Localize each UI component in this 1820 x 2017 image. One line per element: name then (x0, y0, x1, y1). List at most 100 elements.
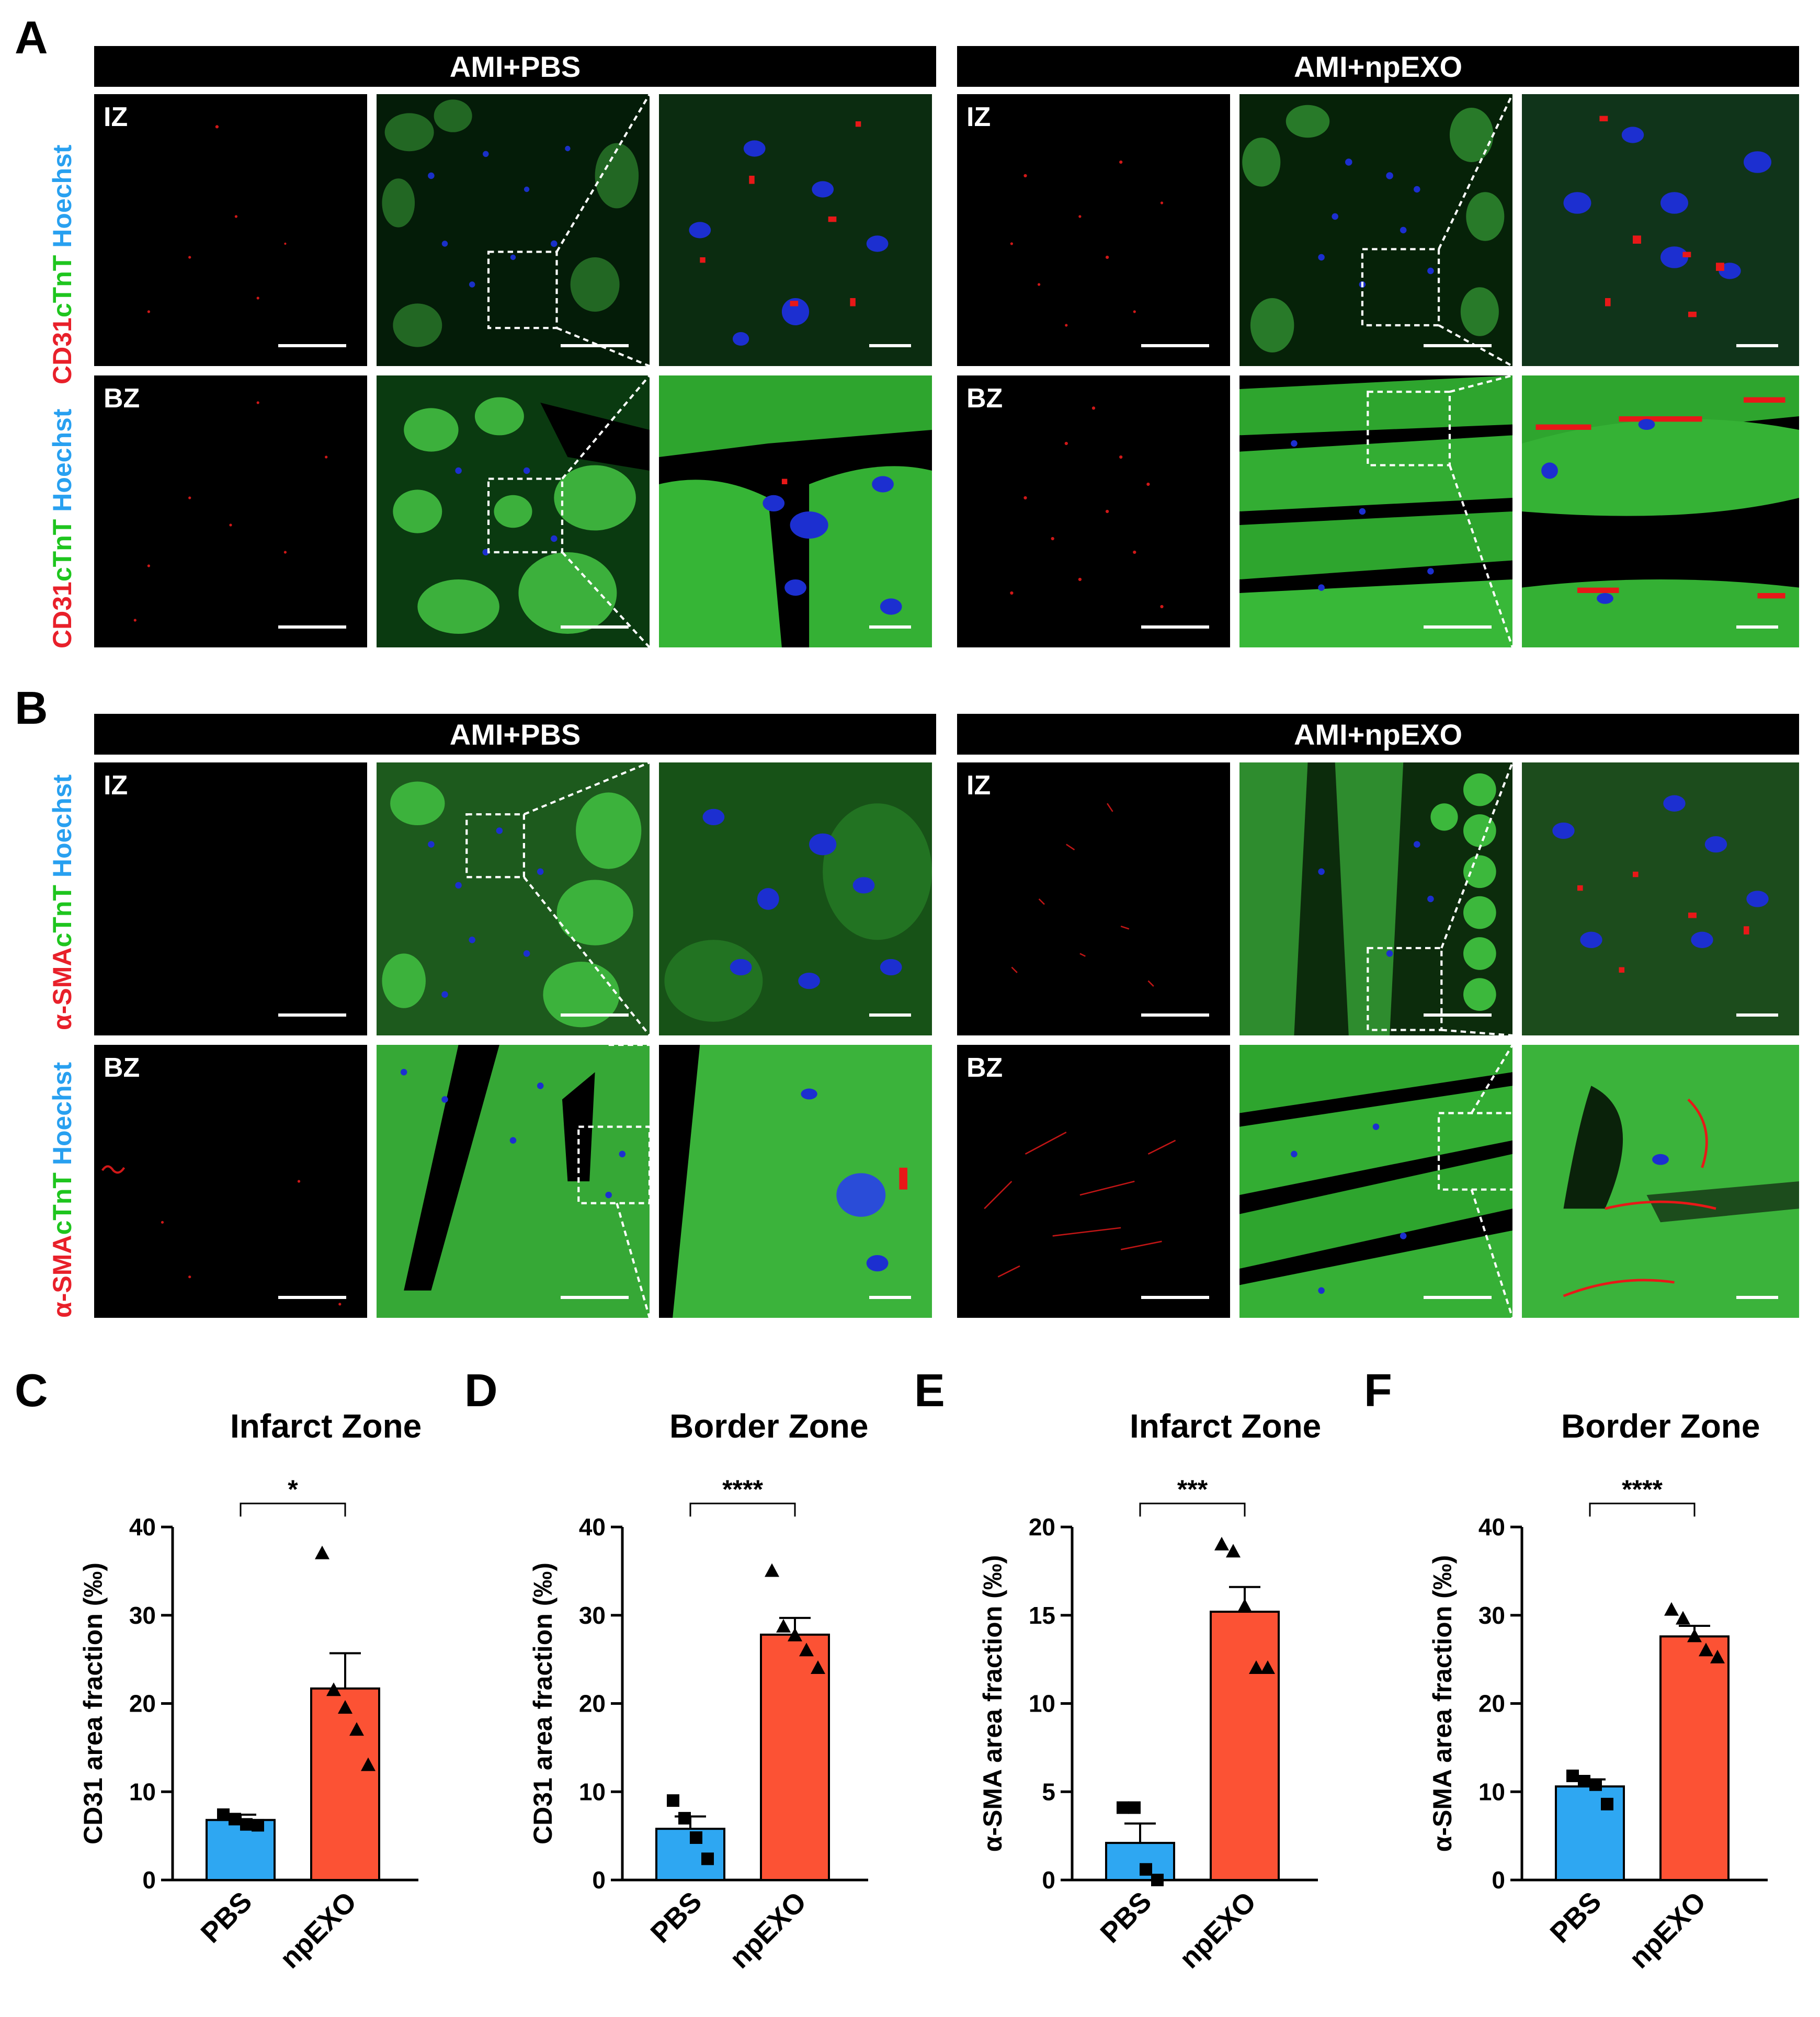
y-axis-label: α-SMA area fraction (‰) (978, 1555, 1007, 1852)
row-label-a-bz: CD31cTnT Hoechst (48, 408, 77, 648)
bar-npexo (760, 1633, 830, 1881)
bar-npexo (1659, 1635, 1730, 1881)
scale-bar (1141, 625, 1209, 629)
y-tick-label: 0 (1492, 1866, 1505, 1894)
data-point-triangle (788, 1627, 802, 1642)
data-point-triangle (1260, 1660, 1275, 1674)
significance-label: * (288, 1475, 298, 1504)
scale-bar (1141, 1296, 1209, 1299)
micrograph-b-npexo-bz-zoom (1522, 1045, 1799, 1318)
header-ami-npexo-a: AMI+npEXO (957, 46, 1799, 87)
micrograph-b-pbs-iz-merge (377, 762, 650, 1035)
micrograph-a-pbs-bz-zoom (659, 375, 932, 647)
data-point-square (690, 1831, 702, 1844)
scale-bar (869, 625, 911, 629)
data-point-triangle (1687, 1628, 1702, 1643)
data-point-square (678, 1811, 691, 1825)
data-point-triangle (361, 1757, 376, 1771)
significance-bracket (689, 1502, 796, 1517)
panel-letter-b: B (15, 682, 48, 734)
data-point-square (667, 1794, 679, 1807)
micrograph-a-pbs-bz-red: BZ (94, 375, 367, 647)
micrograph-a-npexo-bz-merge (1239, 375, 1512, 647)
data-point-square (1589, 1778, 1602, 1791)
header-ami-pbs-b: AMI+PBS (94, 714, 936, 755)
data-point-triangle (1676, 1611, 1690, 1625)
micrograph-b-npexo-iz-zoom (1522, 762, 1799, 1035)
panel-letter-e: E (914, 1364, 945, 1416)
zone-label: IZ (966, 770, 991, 801)
chart-title-f: Border Zone (1561, 1407, 1760, 1445)
data-point-square (1601, 1797, 1613, 1810)
significance-label: **** (1622, 1475, 1663, 1504)
y-tick-label: 10 (1478, 1778, 1505, 1805)
x-tick-label: PBS (1544, 1886, 1608, 1949)
scale-bar (869, 1296, 911, 1299)
micrograph-a-npexo-iz-zoom (1522, 94, 1799, 366)
data-point-triangle (1699, 1643, 1713, 1657)
x-tick-label: npEXO (724, 1886, 813, 1975)
row-label-a-iz: CD31cTnT Hoechst (48, 144, 77, 384)
y-tick-label: 10 (1029, 1690, 1055, 1717)
x-tick-label: PBS (1095, 1886, 1158, 1949)
significance-bracket (240, 1502, 346, 1517)
data-point-square (1566, 1769, 1579, 1782)
significance-bracket (1589, 1502, 1696, 1517)
scale-bar (1736, 1013, 1778, 1017)
data-point-triangle (799, 1643, 814, 1657)
scale-bar (1141, 1013, 1209, 1017)
micrograph-a-npexo-iz-merge (1239, 94, 1512, 366)
row-label-b-iz: α-SMAcTnT Hoechst (48, 774, 77, 1030)
y-tick-label: 20 (1478, 1690, 1505, 1717)
micrograph-a-npexo-bz-red: BZ (957, 375, 1230, 647)
panel-letter-c: C (15, 1364, 48, 1416)
x-tick-label: npEXO (1623, 1886, 1712, 1975)
bar-pbs (1555, 1785, 1625, 1881)
header-ami-npexo-b: AMI+npEXO (957, 714, 1799, 755)
scale-bar (1141, 344, 1209, 347)
y-tick-label: 0 (592, 1866, 606, 1894)
scale-bar (1736, 1296, 1778, 1299)
y-tick-label: 40 (579, 1513, 606, 1541)
scale-bar (561, 1296, 629, 1299)
zone-label: BZ (104, 383, 140, 414)
micrograph-a-pbs-iz-merge (377, 94, 650, 366)
data-point-square (1578, 1775, 1590, 1787)
x-tick-label: npEXO (1174, 1886, 1262, 1975)
zone-label: IZ (104, 770, 128, 801)
y-tick-label: 20 (579, 1690, 606, 1717)
y-axis-label: CD31 area fraction (‰) (78, 1563, 108, 1844)
scale-bar (561, 625, 629, 629)
micrograph-b-npexo-bz-red: BZ (957, 1045, 1230, 1318)
zone-label: BZ (966, 383, 1003, 414)
bar-chart-e: α-SMA area fraction (‰) 0 5 10 15 20 PBS npEXO *… (978, 1464, 1344, 2013)
y-tick-label: 40 (1478, 1513, 1505, 1541)
scale-bar (1736, 344, 1778, 347)
micrograph-a-npexo-bz-zoom (1522, 375, 1799, 647)
y-tick-label: 30 (129, 1602, 156, 1629)
bar-chart-d: CD31 area fraction (‰) 0 10 20 30 40 PBS npEXO *… (528, 1464, 894, 2013)
header-ami-pbs-a: AMI+PBS (94, 46, 936, 87)
scale-bar (278, 1296, 346, 1299)
scale-bar (1736, 625, 1778, 629)
micrograph-b-pbs-bz-merge (377, 1045, 650, 1318)
micrograph-b-pbs-bz-zoom (659, 1045, 932, 1318)
y-tick-label: 10 (579, 1778, 606, 1805)
micrograph-a-pbs-bz-merge (377, 375, 650, 647)
bar-npexo (1210, 1611, 1280, 1881)
micrograph-b-pbs-iz-zoom (659, 762, 932, 1035)
data-point-triangle (1226, 1544, 1241, 1558)
data-point-square (701, 1852, 714, 1865)
scale-bar (561, 344, 629, 347)
significance-label: *** (1177, 1475, 1208, 1504)
y-axis-label: CD31 area fraction (‰) (528, 1563, 558, 1844)
micrograph-a-npexo-iz-red: IZ (957, 94, 1230, 366)
data-point-triangle (1249, 1660, 1264, 1674)
bar-chart-f: α-SMA area fraction (‰) 0 10 20 30 40 PBS npEXO… (1428, 1464, 1794, 2013)
scale-bar (278, 344, 346, 347)
micrograph-a-pbs-iz-zoom (659, 94, 932, 366)
significance-bracket (1139, 1502, 1246, 1517)
data-point-triangle (1664, 1602, 1679, 1616)
data-point-square (252, 1819, 264, 1832)
data-point-triangle (315, 1545, 329, 1559)
